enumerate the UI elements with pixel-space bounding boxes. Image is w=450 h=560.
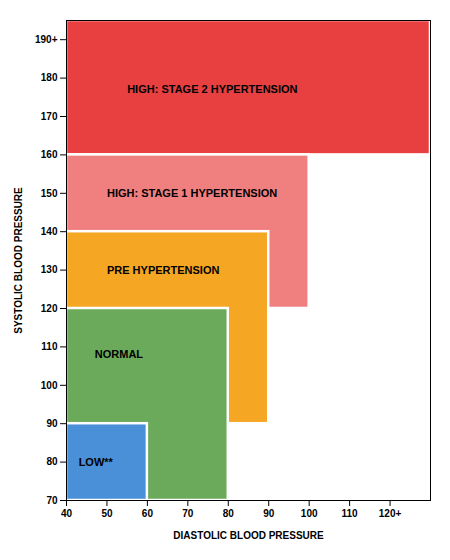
svg-text:70: 70 xyxy=(182,508,194,519)
svg-text:100: 100 xyxy=(41,380,58,391)
svg-text:LOW**: LOW** xyxy=(79,456,114,468)
svg-text:90: 90 xyxy=(46,418,58,429)
svg-text:100: 100 xyxy=(301,508,318,519)
svg-text:SYSTOLIC BLOOD PRESSURE: SYSTOLIC BLOOD PRESSURE xyxy=(13,187,24,334)
svg-text:80: 80 xyxy=(46,456,58,467)
svg-text:120: 120 xyxy=(41,303,58,314)
svg-text:190+: 190+ xyxy=(35,34,58,45)
svg-text:90: 90 xyxy=(263,508,275,519)
svg-text:HIGH: STAGE 2 HYPERTENSION: HIGH: STAGE 2 HYPERTENSION xyxy=(127,83,297,95)
svg-text:160: 160 xyxy=(41,149,58,160)
svg-text:80: 80 xyxy=(223,508,235,519)
svg-text:180: 180 xyxy=(41,72,58,83)
svg-text:NORMAL: NORMAL xyxy=(95,348,144,360)
svg-text:120+: 120+ xyxy=(379,508,402,519)
svg-text:DIASTOLIC BLOOD PRESSURE: DIASTOLIC BLOOD PRESSURE xyxy=(173,530,324,541)
svg-text:150: 150 xyxy=(41,188,58,199)
svg-text:130: 130 xyxy=(41,264,58,275)
svg-text:50: 50 xyxy=(101,508,113,519)
svg-text:110: 110 xyxy=(41,341,58,352)
svg-text:60: 60 xyxy=(142,508,154,519)
svg-text:40: 40 xyxy=(61,508,73,519)
svg-text:PRE HYPERTENSION: PRE HYPERTENSION xyxy=(107,264,220,276)
svg-text:HIGH: STAGE 1 HYPERTENSION: HIGH: STAGE 1 HYPERTENSION xyxy=(107,187,277,199)
svg-text:170: 170 xyxy=(41,111,58,122)
svg-text:140: 140 xyxy=(41,226,58,237)
svg-text:70: 70 xyxy=(46,495,58,506)
svg-text:110: 110 xyxy=(342,508,359,519)
